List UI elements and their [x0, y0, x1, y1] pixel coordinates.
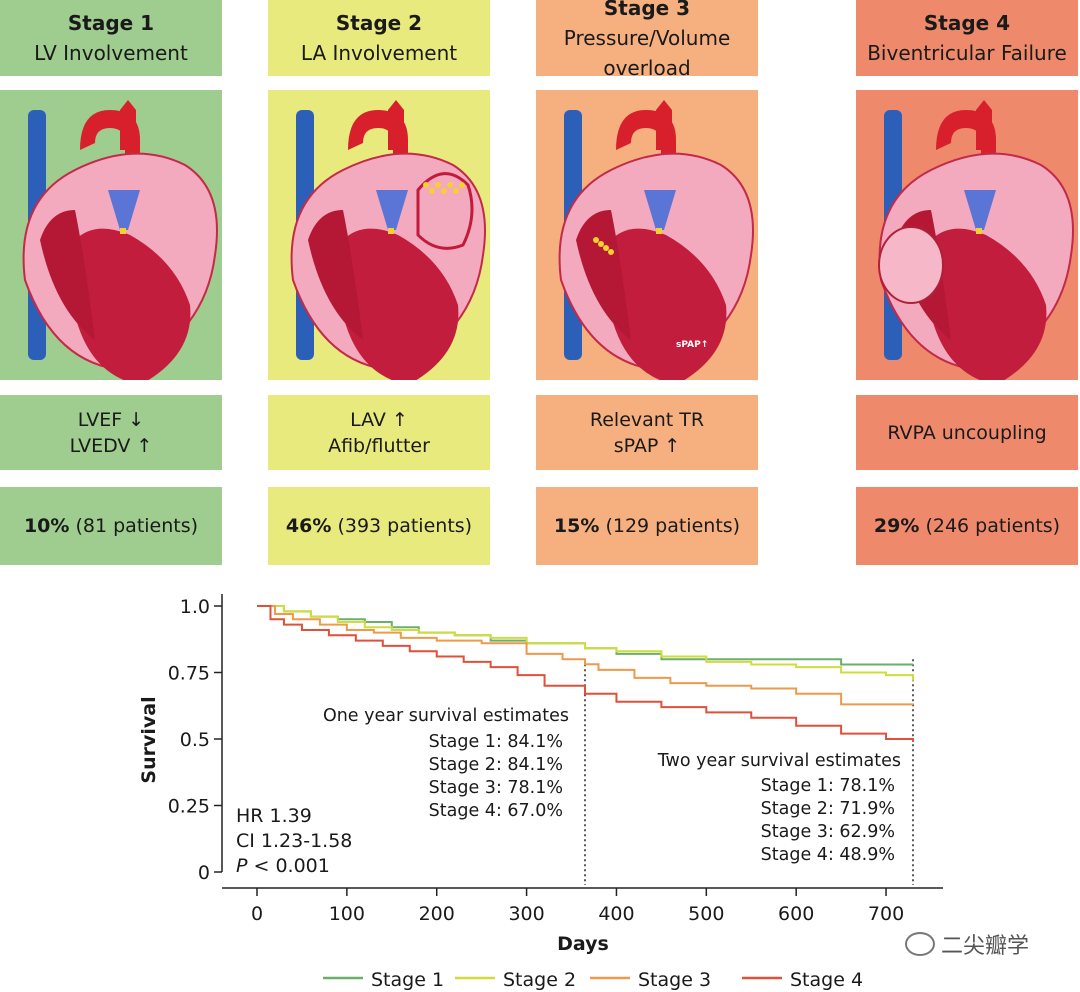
stage-prevalence: 46% (393 patients) — [268, 487, 490, 565]
x-tick-label: 700 — [868, 903, 904, 925]
prevalence-percent: 29% — [873, 515, 920, 537]
two-year-estimate: Stage 3: 62.9% — [761, 822, 895, 842]
spap-label: sPAP↑ — [676, 340, 708, 350]
stage-title: Stage 3 — [603, 0, 691, 20]
stage-markers: LAV ↑ Afib/flutter — [268, 395, 490, 470]
watermark-text: 二尖瓣学 — [941, 934, 1030, 959]
x-tick-label: 100 — [329, 903, 365, 925]
one-year-estimate: Stage 2: 84.1% — [429, 755, 563, 775]
stage-header: Stage 4 Biventricular Failure — [856, 0, 1078, 76]
stage-subtitle: LV Involvement — [34, 41, 188, 65]
one-year-estimate: Stage 1: 84.1% — [429, 732, 563, 752]
x-tick-label: 300 — [508, 903, 544, 925]
one-year-estimate: Stage 3: 78.1% — [429, 778, 563, 798]
marker-text: LAV ↑ — [350, 408, 408, 431]
heart-illustration — [0, 90, 222, 380]
heart-icon — [22, 100, 218, 380]
stage-subtitle: Biventricular Failure — [867, 41, 1067, 65]
legend-label: Stage 1 — [371, 969, 444, 991]
stage-prevalence: 10% (81 patients) — [0, 487, 222, 565]
stage-title: Stage 2 — [335, 11, 423, 35]
marker-text: Relevant TR — [589, 408, 705, 431]
two-year-estimate: Stage 4: 48.9% — [761, 845, 895, 865]
patient-count: (81 patients) — [75, 515, 199, 537]
survival-chart: 0 0.25 0.5 0.75 1.0 0 100 200 300 400 500 600 700 Day… — [138, 594, 943, 991]
stage-title: Stage 1 — [67, 11, 155, 35]
stage-column-1: Stage 1 LV Involvement LVEF ↓ LVEDV ↑ 10% (8… — [0, 0, 222, 565]
two-year-estimate: Stage 1: 78.1% — [761, 776, 895, 796]
legend-label: Stage 3 — [638, 969, 711, 991]
two-year-estimate: Stage 2: 71.9% — [761, 799, 895, 819]
heart-illustration — [856, 90, 1078, 380]
survival-curve-stage-3 — [257, 605, 914, 706]
marker-text: LVEDV ↑ — [69, 434, 153, 457]
stage-header: Stage 2 LA Involvement — [268, 0, 490, 76]
p-value: P < 0.001 — [236, 855, 330, 877]
y-axis-label: Survival — [138, 696, 160, 783]
stage-header: Stage 3 Pressure/Volume overload — [536, 0, 758, 80]
marker-text: RVPA uncoupling — [887, 421, 1047, 444]
y-tick-label: 0.75 — [168, 663, 210, 685]
patient-count: (246 patients) — [925, 515, 1061, 537]
legend-label: Stage 2 — [503, 969, 576, 991]
stage-markers: RVPA uncoupling — [856, 395, 1078, 470]
survival-curve-stage-4 — [257, 605, 914, 742]
stage-column-3: Stage 3 Pressure/Volume overload sPAP↑ Rele… — [536, 0, 758, 565]
confidence-interval: CI 1.23-1.58 — [236, 830, 352, 852]
one-year-title: One year survival estimates — [323, 706, 569, 726]
stage-header: Stage 1 LV Involvement — [0, 0, 222, 76]
x-tick-label: 200 — [419, 903, 455, 925]
one-year-estimate: Stage 4: 67.0% — [429, 801, 563, 821]
x-axis-label: Days — [557, 933, 609, 955]
stage-column-2: Stage 2 LA Involvement LAV ↑ Afib/flutter 46… — [268, 0, 490, 565]
y-tick-label: 0.25 — [168, 796, 210, 818]
x-tick-label: 400 — [598, 903, 634, 925]
marker-text: LVEF ↓ — [77, 408, 145, 431]
heart-icon: sPAP↑ — [558, 100, 754, 380]
y-tick-label: 1.0 — [180, 596, 210, 618]
stage-column-4: Stage 4 Biventricular Failure RVPA uncoupl… — [856, 0, 1078, 565]
stage-title: Stage 4 — [923, 11, 1011, 35]
stage-markers: Relevant TR sPAP ↑ — [536, 395, 758, 470]
stage-prevalence: 15% (129 patients) — [536, 487, 758, 565]
stage-subtitle: Pressure/Volume overload — [563, 26, 731, 80]
x-tick-label: 0 — [251, 903, 263, 925]
marker-text: Afib/flutter — [328, 434, 430, 457]
x-tick-label: 600 — [778, 903, 814, 925]
stage-subtitle: LA Involvement — [300, 41, 458, 65]
two-year-title: Two year survival estimates — [657, 751, 901, 771]
patient-count: (393 patients) — [337, 515, 473, 537]
prevalence-percent: 46% — [285, 515, 332, 537]
marker-text: sPAP ↑ — [613, 434, 681, 457]
y-tick-label: 0.5 — [180, 729, 210, 751]
x-tick-label: 500 — [688, 903, 724, 925]
stage-prevalence: 29% (246 patients) — [856, 487, 1078, 565]
hazard-ratio: HR 1.39 — [236, 805, 312, 827]
patient-count: (129 patients) — [605, 515, 741, 537]
heart-illustration: sPAP↑ — [536, 90, 758, 380]
heart-illustration — [268, 90, 490, 380]
heart-icon — [878, 100, 1074, 380]
prevalence-percent: 10% — [23, 515, 70, 537]
watermark: 二尖瓣学 — [905, 928, 1029, 960]
wechat-icon — [905, 932, 935, 956]
stage-markers: LVEF ↓ LVEDV ↑ — [0, 395, 222, 470]
heart-icon — [290, 100, 486, 380]
legend-label: Stage 4 — [790, 969, 863, 991]
prevalence-percent: 15% — [553, 515, 600, 537]
y-tick-label: 0 — [198, 862, 210, 884]
